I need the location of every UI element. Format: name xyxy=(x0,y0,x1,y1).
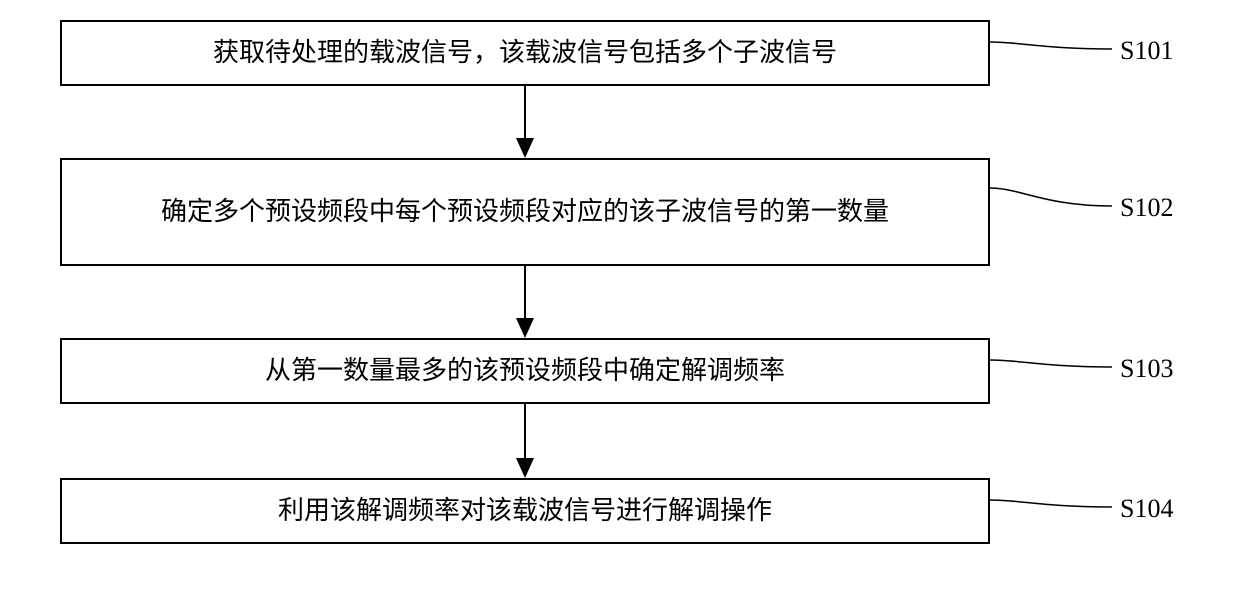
step-label-s101: S101 xyxy=(1120,36,1173,66)
arrow-shaft-1 xyxy=(524,86,527,138)
flow-node-text: 获取待处理的载波信号，该载波信号包括多个子波信号 xyxy=(213,35,837,70)
arrow-shaft-2 xyxy=(524,266,527,318)
flow-node-s103: 从第一数量最多的该预设频段中确定解调频率 xyxy=(60,338,990,404)
flow-node-s104: 利用该解调频率对该载波信号进行解调操作 xyxy=(60,478,990,544)
flow-node-s101: 获取待处理的载波信号，该载波信号包括多个子波信号 xyxy=(60,20,990,86)
flow-node-s102: 确定多个预设频段中每个预设频段对应的该子波信号的第一数量 xyxy=(60,158,990,266)
step-label-s103: S103 xyxy=(1120,354,1173,384)
step-label-s102: S102 xyxy=(1120,193,1173,223)
step-label-s104: S104 xyxy=(1120,494,1173,524)
arrow-head-1 xyxy=(516,138,534,158)
arrow-shaft-3 xyxy=(524,404,527,458)
arrow-head-2 xyxy=(516,318,534,338)
flowchart-canvas: 获取待处理的载波信号，该载波信号包括多个子波信号 S101 确定多个预设频段中每个预… xyxy=(0,0,1240,614)
arrow-head-3 xyxy=(516,458,534,478)
flow-node-text: 利用该解调频率对该载波信号进行解调操作 xyxy=(278,493,772,528)
flow-node-text: 确定多个预设频段中每个预设频段对应的该子波信号的第一数量 xyxy=(161,194,889,229)
flow-node-text: 从第一数量最多的该预设频段中确定解调频率 xyxy=(265,353,785,388)
